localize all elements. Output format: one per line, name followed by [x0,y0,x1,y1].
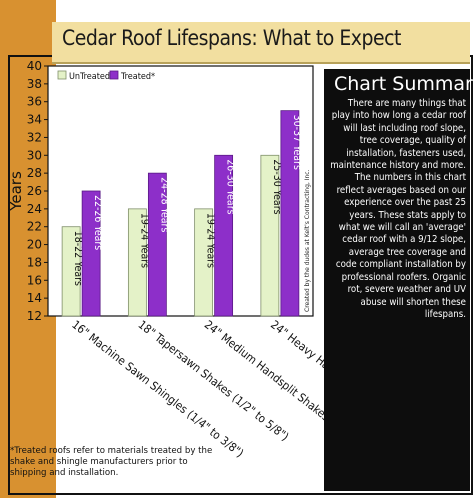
y-tick-label: 24 [27,202,42,216]
bar-treated [280,110,300,317]
legend-label: UnTreated [69,72,110,82]
y-tick-label: 22 [27,220,42,234]
bar-data-label: 18-22 Years [72,231,84,286]
footnote: *Treated roofs refer to materials treate… [10,446,213,478]
title-bar: Cedar Roof Lifespans: What to Expect [52,22,470,64]
legend-swatch [57,70,67,80]
bar-untreated [194,208,214,317]
bar-data-label: 22-26 Years [92,195,104,250]
y-tick-label: 30 [27,148,42,162]
bar-untreated [260,154,280,317]
y-tick-label: 34 [27,113,42,127]
bar-data-label: 30-37 Years [291,115,303,170]
bar-treated [147,172,167,317]
page-title: Cedar Roof Lifespans: What to Expect [62,26,401,50]
bar-data-label: 26-30 Years [225,159,237,214]
legend-label: Treated* [120,72,155,82]
legend-swatch [109,70,119,80]
y-tick-label: 40 [27,59,42,73]
bar-data-label: 19-24 Years [138,213,150,268]
y-tick-label: 12 [27,309,42,323]
y-tick-label: 26 [27,184,42,198]
y-tick-label: 14 [27,291,42,305]
bar-data-label: 19-24 Years [205,213,217,268]
bar-treated [214,154,234,317]
y-tick-label: 38 [27,77,42,91]
bar-data-label: 24-28 Years [158,177,170,232]
y-tick-label: 32 [27,130,42,144]
bar-data-label: 25-30 Years [271,159,283,214]
y-tick-label: 36 [27,95,42,109]
y-tick-label: 18 [27,255,42,269]
y-tick-label: 28 [27,166,42,180]
y-axis-label: Years [7,171,25,212]
bar-untreated [127,208,147,317]
y-tick-label: 20 [27,238,42,252]
summary-body: There are many things that play into how… [330,98,466,320]
summary-title: Chart Summary [334,73,474,95]
y-tick-label: 16 [27,273,42,287]
bar-untreated [61,226,81,317]
bar-treated [81,190,101,317]
credit-text: Created by the dudes at Kelt's Contracti… [304,169,311,312]
chart-summary-panel: Chart Summary There are many things that… [324,69,474,491]
